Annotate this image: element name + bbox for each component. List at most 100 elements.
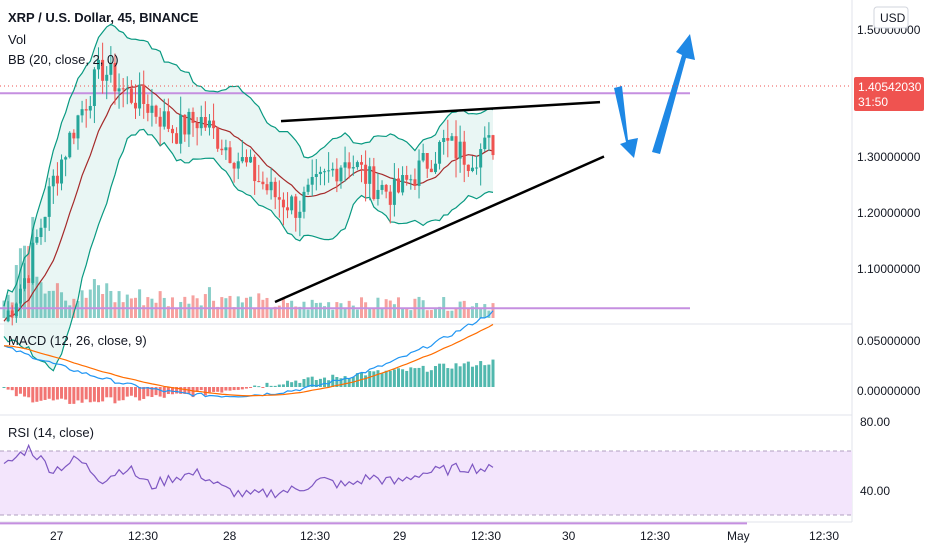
candle-body — [76, 115, 80, 139]
volume-bar — [323, 306, 327, 318]
current-price-value: 1.40542030 — [858, 80, 922, 94]
candle-body — [18, 288, 22, 304]
candle-body — [162, 111, 166, 127]
candle-body — [105, 74, 109, 81]
time-tick-6: 12:30 — [471, 529, 501, 543]
macd-histogram-bar — [318, 378, 322, 387]
macd-histogram-bar — [425, 371, 429, 387]
candle-body — [249, 156, 253, 163]
bb-lower-line — [3, 128, 494, 372]
candle-body — [60, 159, 64, 184]
candle-body — [125, 88, 129, 90]
macd-histogram-bar — [23, 387, 27, 397]
candle-body — [101, 59, 105, 81]
volume-bar — [236, 296, 240, 318]
candle-body — [187, 111, 191, 135]
macd-histogram-bar — [68, 387, 72, 404]
volume-bar — [331, 309, 335, 318]
candle-body — [323, 171, 327, 173]
candle-body — [166, 111, 170, 129]
candle-body — [84, 109, 88, 111]
candle-body — [121, 88, 125, 90]
macd-histogram-bar — [413, 368, 417, 387]
volume-bar — [392, 304, 396, 318]
currency-button[interactable] — [873, 6, 909, 29]
volume-bar — [302, 301, 306, 318]
macd-histogram-bar — [146, 387, 150, 397]
volume-bar — [314, 302, 318, 318]
candle-body — [232, 162, 236, 169]
volume-bar — [286, 302, 290, 318]
macd-histogram-bar — [236, 387, 240, 390]
volume-bar — [43, 293, 47, 318]
volume-bar — [166, 306, 170, 318]
macd-histogram-bar — [306, 377, 310, 387]
bb-label: BB (20, close, 2, 0) — [8, 52, 119, 67]
candle-body — [72, 132, 76, 139]
candle-body — [203, 116, 207, 128]
volume-bar — [109, 290, 113, 318]
macd-histogram-bar — [39, 387, 43, 401]
volume-bar — [306, 309, 310, 318]
time-tick-3: 28 — [223, 529, 237, 543]
projection-arrows — [614, 34, 695, 158]
candle-body — [64, 157, 68, 160]
volume-bar — [253, 308, 257, 318]
volume-bar — [240, 302, 244, 318]
macd-histogram-bar — [228, 387, 232, 391]
bollinger-band-fill — [4, 24, 493, 371]
rsi-tick-1: 80.00 — [860, 415, 890, 429]
volume-bar — [14, 265, 18, 318]
candle-body — [372, 166, 376, 199]
macd-histogram-bar — [18, 387, 22, 394]
macd-histogram-bar — [253, 385, 257, 387]
candle-body — [253, 156, 257, 182]
macd-histogram-bar — [55, 387, 59, 400]
volume-bar — [105, 283, 109, 318]
candle-body — [438, 141, 442, 164]
macd-histogram-bar — [203, 387, 207, 396]
candle-body — [150, 105, 154, 113]
volume-bar — [466, 308, 470, 318]
macd-histogram-bar — [396, 368, 400, 387]
macd-histogram-bar — [470, 366, 474, 387]
macd-histogram-bar — [384, 370, 388, 387]
candle-body — [92, 69, 96, 106]
macd-histogram-bar — [409, 367, 413, 387]
macd-histogram-bar — [446, 368, 450, 387]
time-tick-10: 12:30 — [809, 529, 839, 543]
macd-histogram-bar — [261, 387, 265, 388]
volume-bar — [269, 307, 273, 318]
macd-histogram-bar — [433, 366, 437, 387]
time-tick-1: 27 — [50, 529, 64, 543]
candle-body — [368, 166, 372, 184]
candle-body — [294, 196, 298, 218]
macd-histogram-bar — [31, 387, 35, 403]
macd-histogram-bar — [277, 384, 281, 387]
candle-body — [216, 128, 220, 149]
macd-tick-1: 0.05000000 — [857, 334, 921, 348]
time-tick-9: May — [727, 529, 750, 543]
volume-bar — [228, 295, 232, 318]
current-price-tag — [854, 77, 924, 111]
macd-histogram-bar — [154, 387, 158, 396]
macd-histogram-bar — [269, 385, 273, 387]
macd-histogram-bar — [273, 385, 277, 387]
macd-histogram-bar — [27, 387, 31, 398]
macd-indicator — [2, 310, 495, 404]
candle-body — [195, 122, 199, 129]
volume-bar — [347, 300, 351, 318]
volume-bar — [364, 302, 368, 318]
macd-histogram-bar — [158, 387, 162, 397]
candle-body — [228, 147, 232, 163]
candle-body — [14, 303, 18, 317]
rsi-line — [3, 443, 494, 499]
volume-bar — [339, 303, 343, 318]
macd-histogram-bar — [491, 359, 495, 387]
volume-bar — [405, 308, 409, 318]
rsi-label: RSI (14, close) — [8, 425, 94, 440]
time-tick-8: 12:30 — [640, 529, 670, 543]
candle-body — [462, 141, 466, 165]
macd-histogram-bar — [199, 387, 203, 391]
